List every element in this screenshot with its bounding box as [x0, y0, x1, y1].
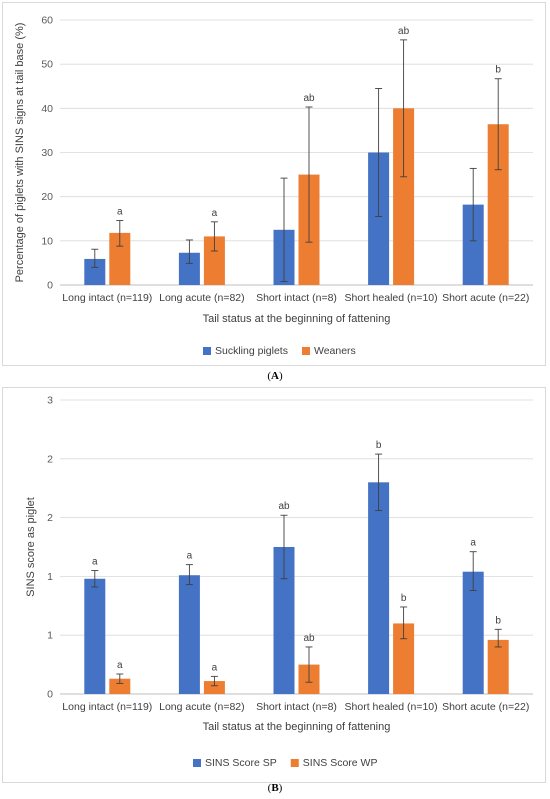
significance-label: b — [495, 65, 501, 76]
significance-label: b — [401, 593, 407, 604]
significance-label: a — [470, 538, 476, 549]
y-tick-label: 3 — [47, 395, 53, 407]
significance-label: b — [495, 615, 501, 626]
bar — [393, 108, 415, 285]
x-axis-title: Tail status at the beginning of fattenin… — [203, 721, 391, 733]
significance-label: a — [187, 551, 193, 562]
bar — [368, 152, 390, 285]
y-tick-label: 1 — [47, 630, 53, 642]
caption-b: (B) — [267, 782, 283, 794]
y-axis-title: SINS score as piglet — [25, 497, 37, 597]
caption-b-letter: B — [271, 782, 279, 794]
significance-label: ab — [398, 26, 410, 37]
significance-label: ab — [278, 501, 290, 512]
caption-a: (A) — [267, 370, 283, 382]
bar — [273, 547, 295, 694]
legend-swatch — [203, 347, 211, 355]
x-category-label: Long acute (n=82) — [159, 701, 245, 713]
legend-swatch — [290, 759, 299, 767]
significance-label: a — [92, 557, 98, 568]
bar — [487, 639, 509, 694]
bar — [368, 482, 390, 694]
significance-label: ab — [303, 93, 315, 104]
y-tick-label: 50 — [41, 59, 53, 71]
y-tick-label: 2 — [47, 512, 53, 524]
bar — [203, 681, 225, 694]
y-tick-label: 40 — [41, 103, 53, 115]
y-axis-title: Percentage of piglets with SINS signs at… — [14, 23, 26, 283]
legend-label: SINS Score WP — [303, 757, 378, 769]
x-axis-title: Tail status at the beginning of fattenin… — [203, 313, 391, 325]
y-tick-label: 0 — [47, 280, 53, 292]
bar — [178, 252, 200, 285]
chart-a-svg: 0 10 20 30 40 50 60 a Long intact (n=119) a Long a… — [14, 15, 533, 357]
significance-label: a — [212, 662, 218, 673]
bar — [393, 623, 415, 694]
y-tick-label: 1 — [47, 571, 53, 583]
chart-b-svg: 0 1 1 2 2 3 a a Long intact (n=119) a a Long acute … — [25, 395, 533, 769]
x-category-label: Long intact (n=119) — [62, 701, 152, 713]
legend-swatch — [301, 347, 310, 355]
caption-a-letter: A — [271, 370, 279, 382]
y-tick-label: 0 — [47, 689, 53, 701]
significance-label: ab — [303, 633, 315, 644]
bar — [84, 578, 106, 694]
bar — [109, 232, 131, 285]
chart-panel-a: 0 10 20 30 40 50 60 a Long intact (n=119) a Long a… — [2, 2, 546, 366]
significance-label: b — [376, 440, 382, 451]
x-category-label: Short intact (n=8) — [256, 292, 337, 304]
bar — [109, 678, 131, 694]
bar — [462, 571, 484, 694]
legend-swatch — [193, 759, 201, 767]
legend-label: Weaners — [314, 345, 356, 357]
y-tick-label: 2 — [47, 453, 53, 465]
x-category-label: Short healed (n=10) — [345, 701, 438, 713]
legend-label: Suckling piglets — [215, 345, 288, 357]
y-tick-label: 60 — [41, 15, 53, 27]
legend-label: SINS Score SP — [205, 757, 277, 769]
y-tick-label: 20 — [41, 191, 53, 203]
y-tick-label: 10 — [41, 235, 53, 247]
bar — [203, 236, 225, 285]
x-category-label: Short intact (n=8) — [256, 701, 337, 713]
bar — [462, 204, 484, 285]
bar — [178, 575, 200, 694]
significance-label: a — [212, 208, 218, 219]
y-tick-label: 30 — [41, 147, 53, 159]
x-category-label: Long acute (n=82) — [159, 292, 245, 304]
bar — [84, 258, 106, 285]
x-category-label: Long intact (n=119) — [62, 292, 152, 304]
x-category-label: Short healed (n=10) — [345, 292, 438, 304]
significance-label: a — [117, 207, 123, 218]
x-category-label: Short acute (n=22) — [442, 292, 529, 304]
chart-panel-b: 0 1 1 2 2 3 a a Long intact (n=119) a a Long acute … — [2, 387, 546, 783]
bar — [487, 124, 509, 285]
significance-label: a — [117, 660, 123, 671]
x-category-label: Short acute (n=22) — [442, 701, 529, 713]
